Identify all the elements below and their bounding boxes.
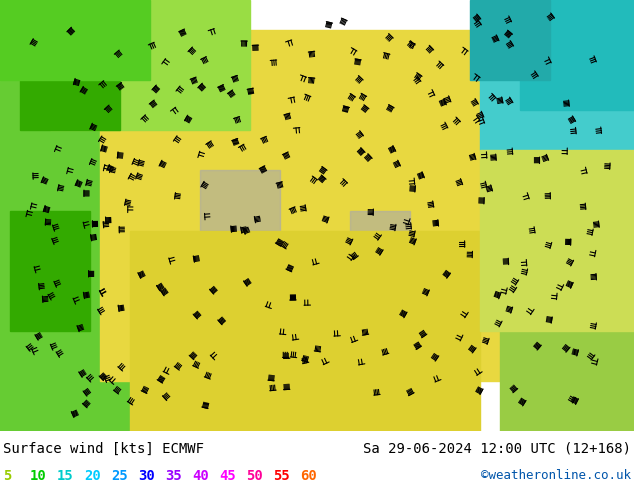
Bar (470, 0, 550, 80)
Bar (350, 211, 410, 251)
Text: 20: 20 (84, 469, 101, 483)
Text: 10: 10 (30, 469, 47, 483)
Text: 30: 30 (138, 469, 155, 483)
Bar (10, 211, 90, 331)
Bar (20, 0, 120, 130)
Bar (480, 0, 634, 150)
Bar (100, 30, 500, 381)
Bar (0, 0, 150, 80)
Text: 25: 25 (111, 469, 127, 483)
Bar (130, 231, 480, 431)
Text: 45: 45 (219, 469, 236, 483)
Text: 35: 35 (165, 469, 182, 483)
Bar (50, 0, 250, 130)
Text: Surface wind [kts] ECMWF: Surface wind [kts] ECMWF (3, 442, 204, 456)
Bar (480, 150, 634, 331)
Text: 40: 40 (192, 469, 209, 483)
Bar (200, 171, 280, 231)
Text: 60: 60 (300, 469, 317, 483)
Text: 5: 5 (3, 469, 11, 483)
Text: ©weatheronline.co.uk: ©weatheronline.co.uk (481, 469, 631, 482)
Bar (0, 0, 130, 431)
Bar (500, 311, 634, 431)
Text: Sa 29-06-2024 12:00 UTC (12+168): Sa 29-06-2024 12:00 UTC (12+168) (363, 442, 631, 456)
Text: 55: 55 (273, 469, 290, 483)
Text: 50: 50 (246, 469, 262, 483)
Bar (520, 0, 634, 110)
Text: 15: 15 (57, 469, 74, 483)
